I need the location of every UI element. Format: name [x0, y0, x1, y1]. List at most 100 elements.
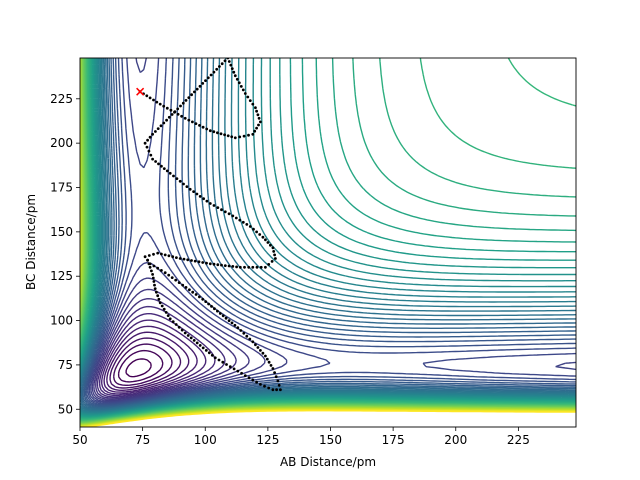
trajectory-point: [193, 90, 196, 94]
trajectory-point: [225, 363, 228, 366]
contour-level: [95, 298, 237, 399]
trajectory-point: [186, 334, 190, 337]
trajectory-point: [248, 337, 252, 341]
trajectory-point: [184, 99, 188, 102]
contour-level: [103, 325, 198, 393]
trajectory-point: [183, 116, 187, 120]
trajectory-point: [194, 293, 198, 296]
trajectory-point: [242, 331, 246, 335]
contour-level: [87, 58, 576, 405]
trajectory-point: [182, 182, 185, 186]
trajectory-point: [257, 116, 261, 120]
trajectory-point: [174, 278, 178, 282]
trajectory-point: [165, 169, 169, 173]
trajectory-point: [210, 353, 214, 357]
trajectory-point: [195, 87, 199, 91]
y-tick-label: 75: [58, 358, 73, 372]
trajectory-point: [181, 101, 185, 105]
trajectory-point: [158, 102, 162, 106]
contour-level: [113, 343, 173, 386]
trajectory-point: [195, 192, 199, 196]
trajectory-point: [215, 67, 219, 71]
trajectory-point: [251, 132, 255, 136]
trajectory-point: [150, 269, 153, 273]
trajectory-point: [155, 290, 158, 294]
trajectory-point: [272, 250, 276, 253]
trajectory-point: [198, 295, 201, 299]
trajectory-point: [248, 225, 252, 228]
trajectory-point: [154, 130, 157, 133]
trajectory-point: [221, 360, 225, 364]
trajectory-point: [267, 386, 271, 390]
trajectory-point: [273, 253, 276, 257]
x-axis-ticks: 50 75 100 125 150 175 200 225: [72, 427, 530, 447]
contour-level: [96, 305, 226, 398]
trajectory-point: [233, 136, 237, 140]
trajectory-point: [261, 351, 265, 355]
y-tick-label: 225: [50, 92, 73, 106]
trajectory-point: [166, 314, 170, 317]
trajectory-point: [160, 252, 163, 256]
trajectory-point: [189, 336, 193, 340]
trajectory-point: [170, 276, 174, 279]
trajectory-point: [185, 185, 189, 189]
trajectory-point: [207, 351, 211, 355]
trajectory-point: [213, 307, 216, 311]
trajectory-point: [147, 262, 151, 266]
trajectory-point: [264, 238, 267, 242]
trajectory-point: [216, 206, 220, 210]
trajectory-point: [169, 108, 173, 112]
contour-level: [93, 288, 250, 400]
contour-level: [82, 58, 576, 408]
trajectory-point: [205, 199, 209, 203]
y-tick-label: 150: [50, 225, 73, 239]
y-tick-label: 50: [58, 402, 73, 416]
trajectory-point: [223, 133, 227, 137]
trajectory-point: [223, 59, 227, 63]
trajectory-point: [205, 127, 209, 131]
trajectory-point: [254, 106, 257, 110]
trajectory-point: [186, 258, 190, 262]
trajectory-point: [164, 311, 168, 314]
trajectory-point: [220, 62, 224, 66]
trajectory-point: [178, 257, 182, 260]
trajectory-point: [277, 383, 281, 387]
trajectory-point: [242, 134, 246, 138]
trajectory-point: [231, 214, 235, 218]
trajectory-point: [168, 317, 172, 321]
trajectory-point: [172, 174, 175, 178]
trajectory-point: [230, 67, 234, 70]
trajectory-point: [183, 331, 187, 335]
trajectory-point: [160, 304, 164, 308]
contour-level: [80, 58, 576, 410]
trajectory-point: [247, 376, 251, 380]
trajectory-point: [156, 266, 160, 270]
trajectory-point: [212, 204, 216, 207]
trajectory-point: [258, 233, 262, 236]
trajectory-point: [176, 107, 180, 111]
trajectory-point: [180, 114, 184, 118]
trajectory-point: [192, 190, 196, 194]
x-tick-label: 50: [72, 433, 87, 447]
trajectory-point: [157, 162, 160, 166]
contour-level: [106, 331, 190, 391]
trajectory-point: [151, 276, 155, 280]
y-axis-label: BC Distance/pm: [24, 194, 38, 290]
trajectory-point: [231, 265, 235, 268]
contour-level: [101, 319, 207, 395]
contour-level: [81, 58, 576, 409]
trajectory-point: [162, 121, 166, 125]
trajectory-point: [228, 365, 232, 369]
trajectory-point: [148, 265, 152, 269]
trajectory-point: [220, 263, 223, 267]
trajectory-point: [246, 95, 250, 99]
trajectory-point: [223, 210, 227, 214]
y-tick-label: 175: [50, 181, 73, 195]
trajectory-point: [216, 309, 219, 313]
trajectory-point: [160, 269, 163, 272]
x-tick-label: 175: [382, 433, 405, 447]
trajectory-point: [235, 265, 239, 269]
trajectory-point: [267, 360, 271, 364]
trajectory-point: [241, 220, 245, 224]
trajectory-point: [148, 96, 152, 100]
